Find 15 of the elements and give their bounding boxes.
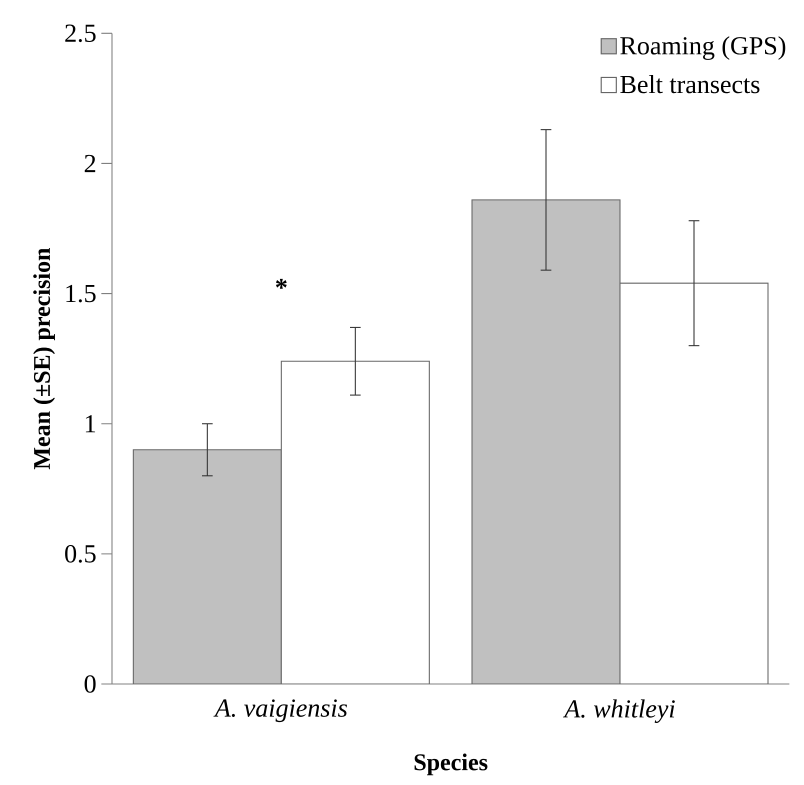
y-tick-label: 1.5 [66,284,96,302]
bar [132,449,282,684]
bar [471,199,621,684]
y-axis-title: Mean (±SE) precision [33,248,55,470]
y-tick-label: 0.5 [65,544,96,563]
x-tick-label: A. vaigiensis [213,699,347,722]
legend-label: Roaming (GPS) [620,36,786,60]
annotation: * [276,278,287,289]
y-tick-label: 2.5 [65,24,96,42]
y-tick-label: 0 [84,675,96,693]
y-tick-label: 1 [86,414,96,432]
y-tick-label: 2 [84,154,96,172]
x-tick-label: A. whitleyi [562,699,675,723]
legend-label: Belt transects [620,74,760,94]
x-axis-title: Species [414,753,488,776]
